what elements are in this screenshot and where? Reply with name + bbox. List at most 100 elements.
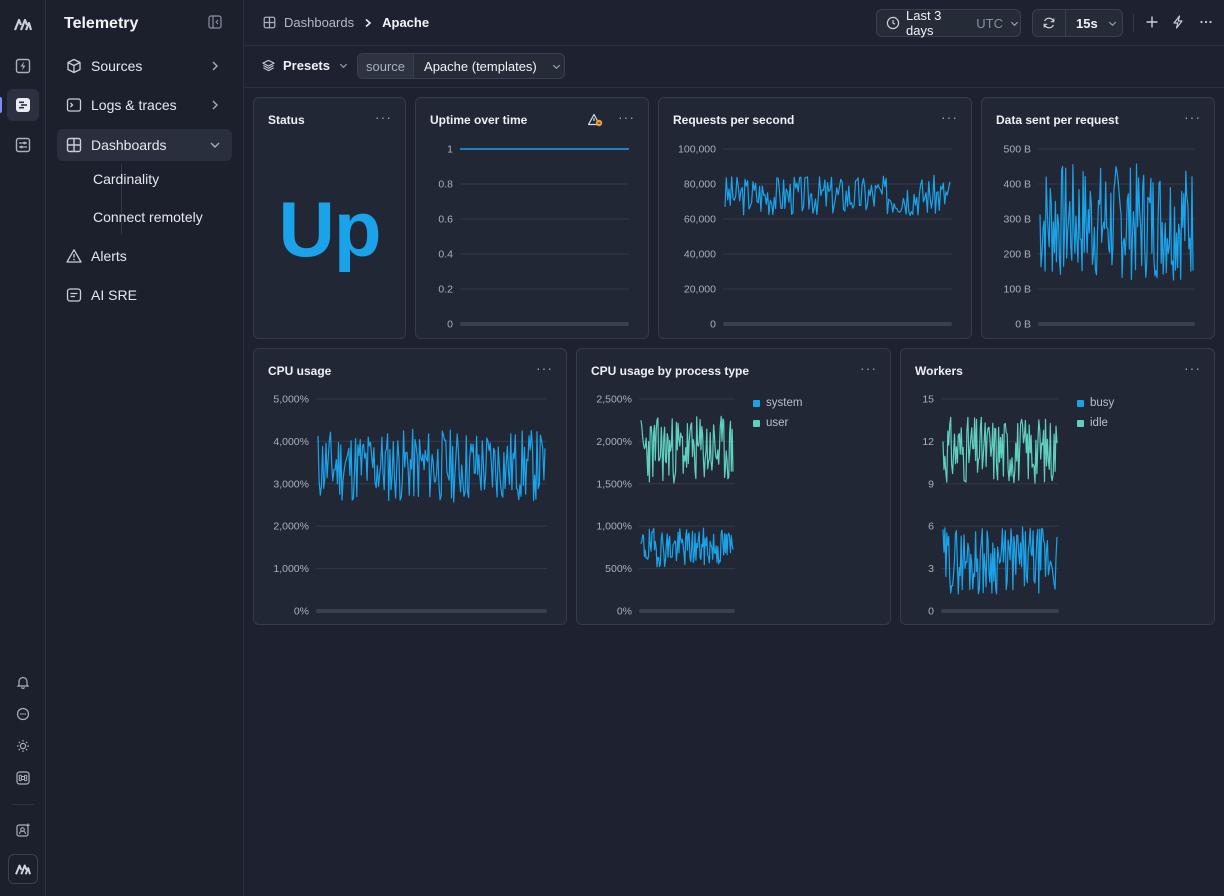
refresh-control[interactable]: 15s: [1032, 9, 1123, 37]
legend-item-idle[interactable]: idle: [1077, 413, 1114, 433]
presets-dropdown[interactable]: Presets: [262, 58, 349, 73]
time-scrollbar[interactable]: [639, 609, 735, 613]
time-scrollbar[interactable]: [723, 322, 952, 326]
y-tick-label: 0.8: [438, 179, 453, 191]
status-value: Up: [278, 185, 382, 273]
add-icon[interactable]: [1145, 15, 1159, 29]
y-tick-label: 2,500%: [596, 394, 632, 406]
logo-icon[interactable]: [7, 8, 39, 40]
chevron-down-icon: [1107, 18, 1118, 29]
y-tick-label: 0.2: [438, 284, 453, 296]
refresh-interval: 15s: [1076, 15, 1098, 31]
collapse-sidebar-icon[interactable]: [208, 15, 224, 31]
more-options-icon[interactable]: ···: [536, 360, 553, 376]
time-scrollbar[interactable]: [460, 322, 629, 326]
more-options-icon[interactable]: ···: [618, 109, 635, 125]
sidebar-item-label: Sources: [91, 58, 143, 74]
source-filter-value: Apache (templates): [424, 58, 537, 74]
settings-sliders-icon[interactable]: [7, 129, 39, 161]
y-tick-label: 60,000: [684, 214, 716, 226]
y-tick-label: 300 B: [1004, 214, 1031, 226]
time-scrollbar[interactable]: [316, 609, 547, 613]
more-options-icon[interactable]: ···: [1184, 109, 1201, 125]
sidebar-item-dashboards[interactable]: Dashboards: [57, 129, 232, 161]
rail-divider: [12, 804, 34, 805]
sidebar-item-label: Alerts: [91, 248, 127, 264]
panel-title: Workers: [915, 364, 963, 378]
series-line-user[interactable]: [640, 415, 734, 484]
chevron-right-icon: [363, 18, 373, 28]
sidebar-item-logs-traces[interactable]: Logs & traces: [57, 89, 232, 121]
panel-title: Status: [268, 113, 305, 127]
more-options-icon[interactable]: ···: [941, 109, 958, 125]
series-line-busy[interactable]: [942, 526, 1058, 595]
series-line-rps[interactable]: [724, 174, 951, 216]
rail-active-indicator: [0, 97, 2, 113]
refresh-icon[interactable]: [1033, 10, 1066, 36]
y-tick-label: 3: [928, 563, 934, 575]
legend-label: idle: [1090, 417, 1108, 429]
sun-icon[interactable]: [7, 730, 39, 762]
y-tick-label: 3,000%: [273, 478, 309, 490]
bolt-square-icon[interactable]: [7, 50, 39, 82]
header: Dashboards Apache Last 3 days UTC 15s: [244, 0, 1224, 46]
time-range-label: Last 3 days: [906, 8, 942, 38]
app-title: Telemetry: [64, 15, 139, 32]
y-tick-label: 0: [447, 319, 453, 331]
warning-triangle-icon: [66, 248, 82, 264]
more-options-icon[interactable]: ···: [1184, 360, 1201, 376]
workers-chart: 15 12 9 6 3 0: [922, 394, 1059, 618]
series-line-system[interactable]: [640, 527, 734, 568]
bell-icon[interactable]: [7, 666, 39, 698]
legend-label: system: [766, 397, 803, 409]
org-avatar[interactable]: [8, 854, 38, 884]
time-scrollbar[interactable]: [941, 609, 1059, 613]
sidebar-item-alerts[interactable]: Alerts: [57, 240, 232, 272]
sidebar-item-ai-sre[interactable]: AI SRE: [57, 279, 232, 311]
more-options-icon[interactable]: ···: [860, 360, 877, 376]
cube-icon: [66, 58, 82, 74]
legend-item-busy[interactable]: busy: [1077, 393, 1114, 413]
y-tick-label: 500 B: [1004, 144, 1031, 156]
sidebar-subitem-connect-remotely[interactable]: Connect remotely: [93, 209, 203, 225]
panel-data-sent: Data sent per request ··· 500 B 400 B 300 …: [981, 97, 1215, 339]
message-icon[interactable]: [7, 698, 39, 730]
chevron-down-icon: [1009, 18, 1020, 29]
series-line-idle[interactable]: [942, 416, 1058, 484]
sidebar-subitem-cardinality[interactable]: Cardinality: [93, 171, 160, 187]
chat-box-icon: [66, 287, 82, 303]
time-range-picker[interactable]: Last 3 days UTC: [876, 8, 1021, 38]
more-options-icon[interactable]: ···: [375, 109, 392, 125]
warning-badge-icon[interactable]: [588, 113, 603, 127]
sidebar-item-sources[interactable]: Sources: [57, 50, 232, 82]
bolt-icon[interactable]: [1171, 15, 1185, 29]
y-tick-label: 20,000: [684, 284, 716, 296]
source-filter[interactable]: source Apache (templates): [357, 53, 565, 79]
y-tick-label: 100,000: [678, 144, 716, 156]
legend-item-user[interactable]: user: [753, 413, 802, 433]
legend-swatch: [1077, 399, 1084, 407]
user-badge-icon[interactable]: [7, 814, 39, 846]
sidebar-item-label: AI SRE: [91, 287, 137, 303]
chevron-down-icon: [338, 60, 349, 71]
command-key-icon[interactable]: [7, 762, 39, 794]
panel-title: Requests per second: [673, 113, 795, 127]
y-tick-label: 0%: [294, 606, 309, 618]
y-tick-label: 1,000%: [273, 563, 309, 575]
panel-cpu-by-process-type: CPU usage by process type ··· 2,500% 2,00…: [576, 348, 891, 625]
legend-item-system[interactable]: system: [753, 393, 802, 413]
filter-bar: Presets source Apache (templates): [244, 46, 1224, 88]
series-line-cpu[interactable]: [317, 428, 546, 503]
y-tick-label: 15: [922, 394, 934, 406]
telemetry-icon[interactable]: [7, 89, 39, 121]
series-line-data_sent[interactable]: [1039, 163, 1194, 281]
source-filter-key: source: [358, 54, 415, 78]
chart-legend: busy idle: [1077, 393, 1114, 433]
breadcrumb-dashboards[interactable]: Dashboards: [284, 15, 355, 30]
y-tick-label: 500%: [605, 563, 632, 575]
more-options-icon[interactable]: [1199, 15, 1213, 29]
y-tick-label: 12: [922, 436, 934, 448]
time-scrollbar[interactable]: [1038, 322, 1195, 326]
sidebar-item-label: Dashboards: [91, 137, 167, 153]
time-range-tz: UTC: [976, 15, 1003, 31]
